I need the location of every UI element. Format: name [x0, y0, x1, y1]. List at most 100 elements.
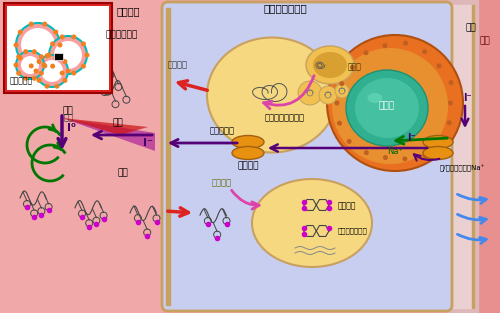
Text: 甲状腺球蛋白分泌: 甲状腺球蛋白分泌 [265, 114, 305, 122]
Circle shape [54, 29, 59, 34]
Circle shape [340, 82, 344, 85]
Text: 钠/碘同向转运体Na⁺: 钠/碘同向转运体Na⁺ [440, 164, 486, 172]
Circle shape [72, 70, 76, 75]
Circle shape [450, 81, 453, 85]
Text: Na⁺: Na⁺ [387, 146, 403, 156]
Circle shape [41, 60, 63, 82]
Circle shape [383, 44, 386, 48]
Text: 胞溶作用: 胞溶作用 [212, 178, 232, 187]
Circle shape [335, 84, 349, 98]
Circle shape [364, 151, 368, 154]
Circle shape [16, 54, 21, 59]
Circle shape [436, 137, 440, 141]
Circle shape [18, 55, 22, 60]
Ellipse shape [252, 179, 372, 267]
Circle shape [84, 53, 89, 58]
Circle shape [72, 34, 76, 39]
Text: 碘化: 碘化 [64, 114, 74, 122]
Circle shape [62, 78, 68, 83]
Circle shape [332, 48, 448, 164]
Circle shape [21, 28, 55, 62]
Circle shape [36, 55, 68, 87]
Text: 氧化: 氧化 [112, 119, 124, 127]
Circle shape [49, 36, 87, 74]
Text: 甲状腺滤泡细胞: 甲状腺滤泡细胞 [263, 3, 307, 13]
Circle shape [28, 64, 34, 69]
Circle shape [50, 64, 55, 69]
Text: 血液: 血液 [480, 37, 490, 45]
Circle shape [36, 59, 42, 64]
Circle shape [32, 76, 37, 81]
Text: 甲状腺球蛋白: 甲状腺球蛋白 [106, 30, 138, 39]
Circle shape [23, 76, 28, 81]
Ellipse shape [232, 136, 264, 148]
Circle shape [364, 51, 368, 54]
Circle shape [18, 29, 22, 34]
Circle shape [81, 41, 86, 46]
Text: 三碘甲状腺氨酸: 三碘甲状腺氨酸 [338, 228, 368, 234]
Text: Ⅰ⁻: Ⅰ⁻ [143, 138, 153, 148]
Text: 碘化: 碘化 [62, 106, 74, 115]
Circle shape [39, 54, 44, 59]
Circle shape [448, 101, 452, 105]
Circle shape [39, 71, 44, 76]
Ellipse shape [368, 93, 382, 103]
Ellipse shape [207, 38, 337, 152]
Text: 甲状腺滤泡: 甲状腺滤泡 [10, 76, 33, 85]
Text: 甲状腺素: 甲状腺素 [338, 202, 356, 211]
Circle shape [403, 157, 406, 161]
Circle shape [36, 78, 42, 83]
Text: 内皮: 内皮 [466, 23, 476, 33]
Ellipse shape [355, 78, 419, 138]
Circle shape [66, 69, 70, 74]
Text: 内质网: 内质网 [348, 62, 362, 71]
Circle shape [54, 55, 59, 60]
Circle shape [44, 53, 50, 58]
Ellipse shape [423, 146, 453, 160]
Circle shape [54, 53, 60, 58]
Ellipse shape [346, 70, 428, 146]
Circle shape [16, 23, 60, 67]
FancyBboxPatch shape [162, 2, 452, 311]
Circle shape [423, 50, 426, 54]
Text: 耦合: 耦合 [118, 168, 129, 177]
Circle shape [16, 51, 44, 79]
Bar [472, 0, 500, 313]
Circle shape [14, 43, 18, 48]
Circle shape [298, 81, 322, 105]
Circle shape [448, 121, 451, 125]
Circle shape [14, 63, 18, 68]
Circle shape [44, 84, 50, 89]
Circle shape [384, 156, 387, 159]
Text: 蛋白酶解: 蛋白酶解 [238, 162, 259, 171]
Circle shape [32, 49, 37, 54]
Circle shape [21, 56, 39, 74]
Circle shape [60, 70, 64, 75]
Ellipse shape [306, 46, 354, 84]
Circle shape [54, 41, 82, 69]
Ellipse shape [313, 52, 347, 78]
Circle shape [350, 65, 354, 69]
Bar [453, 5, 473, 308]
Circle shape [34, 69, 38, 74]
Circle shape [424, 154, 427, 157]
Circle shape [50, 41, 55, 46]
Circle shape [28, 22, 34, 27]
Circle shape [327, 35, 463, 171]
Bar [448, 5, 450, 308]
Circle shape [60, 34, 64, 39]
Ellipse shape [232, 146, 264, 160]
Bar [166, 8, 170, 305]
Bar [448, 0, 478, 313]
Text: 氯碘转运体: 氯碘转运体 [210, 126, 234, 136]
Bar [4, 3, 112, 93]
Circle shape [23, 49, 28, 54]
Circle shape [81, 64, 86, 69]
Circle shape [335, 101, 339, 105]
Text: Ⅰ⁻: Ⅰ⁻ [462, 93, 471, 103]
Text: 胞吐作用: 胞吐作用 [168, 60, 188, 69]
Polygon shape [62, 118, 148, 135]
Text: 细胞核: 细胞核 [379, 101, 395, 110]
Circle shape [58, 43, 62, 48]
Ellipse shape [423, 136, 453, 148]
